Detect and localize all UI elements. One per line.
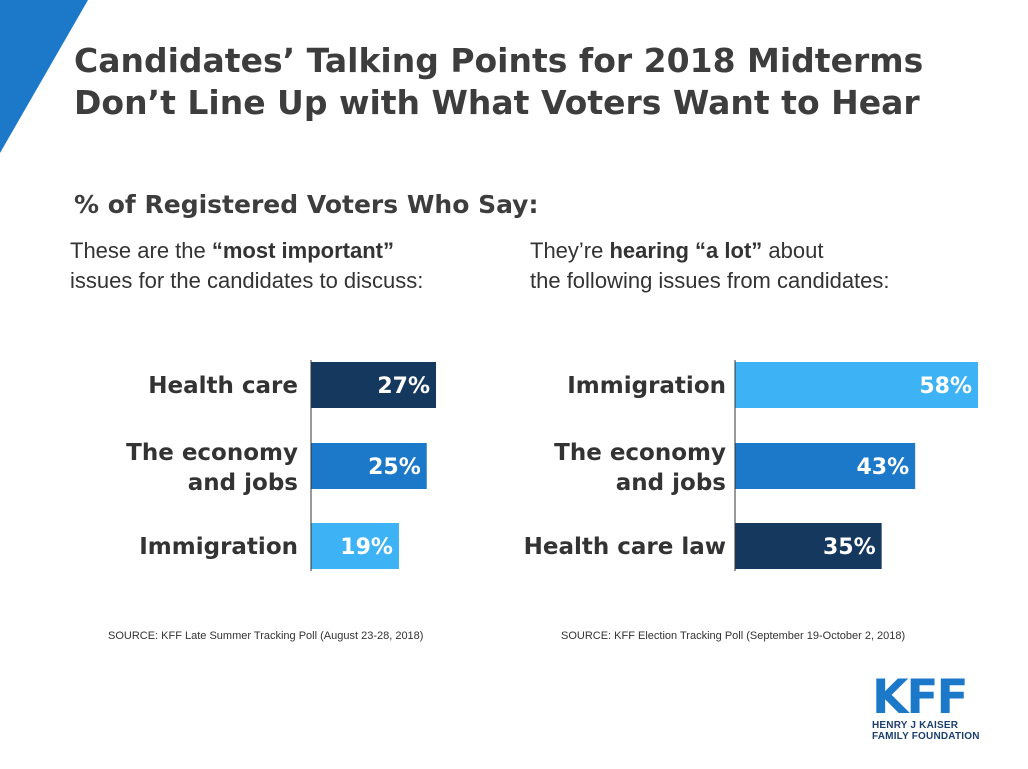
category-label: Immigration [139,534,298,560]
panel-1-intro-segment-0-0: They’re [530,238,610,263]
category-label: The economy and jobs [554,440,726,496]
bar-the-economy-and-jobs [735,443,916,489]
right-source-note: SOURCE: KFF Election Tracking Poll (Sept… [561,630,906,642]
panel-1-intro-segment-2-1: the following issues from candidates: [530,268,890,293]
value-label: 58% [919,374,972,399]
panel-0-intro-segment-0-0: These are the [70,238,212,263]
category-label: Immigration [567,373,726,399]
value-label: 35% [823,535,876,560]
bar-health-care [311,362,437,408]
bar-immigration [735,362,979,408]
bar-immigration [311,523,399,569]
page-title: Candidates’ Talking Points for 2018 Midt… [74,41,924,122]
chart-subtitle: % of Registered Voters Who Say: [74,190,539,219]
left-panel-intro: These are the “most important” issues for… [70,236,423,296]
bar-the-economy-and-jobs [311,443,427,489]
left-bar-chart: 27% Health care 25% The economy and jobs 19% I… [126,360,437,571]
panel-1-intro-segment-1-0: hearing “a lot” [609,238,763,263]
kff-logo-line-1: HENRY J KAISER [872,720,959,731]
kff-wordmark: KFF [872,670,969,725]
category-label: Health care [148,373,298,399]
panel-0-intro-segment-2-1: issues for the candidates to discuss: [70,268,424,293]
kff-logo: KFF HENRY J KAISER FAMILY FOUNDATION [872,670,992,742]
value-label: 43% [856,455,909,480]
left-source-note: SOURCE: KFF Late Summer Tracking Poll (A… [108,630,424,642]
category-label: The economy and jobs [126,440,298,496]
value-label: 19% [340,535,393,560]
corner-accent-triangle [0,0,88,153]
kff-logo-line-2: FAMILY FOUNDATION [872,731,980,742]
category-label: Health care law [524,534,726,560]
right-panel-intro: They’re hearing “a lot” about the followi… [530,236,890,296]
panel-0-intro-segment-1-0: “most important” [211,238,394,263]
value-label: 27% [377,374,430,399]
bar-health-care-law [735,523,882,569]
value-label: 25% [368,455,421,480]
panel-1-intro-segment-2-0: about [762,238,824,263]
